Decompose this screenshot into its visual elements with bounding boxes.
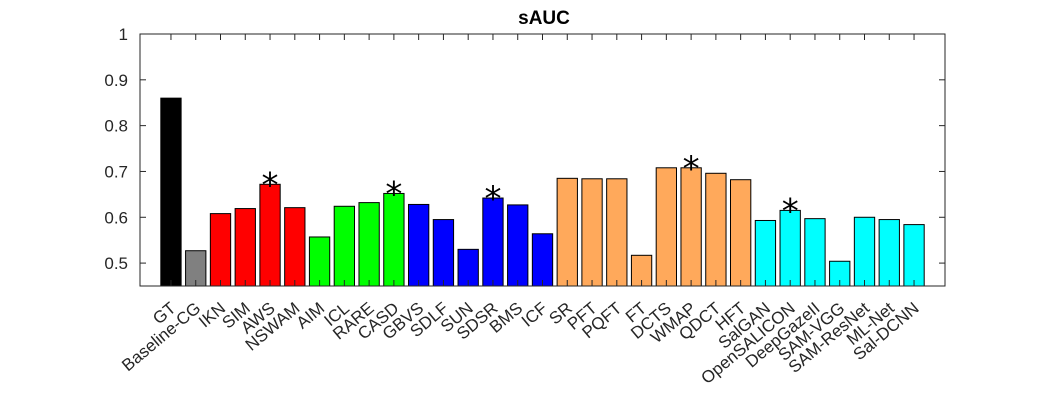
bar-hft bbox=[729, 179, 752, 287]
bar-qdct bbox=[705, 172, 727, 287]
star-annotation: * bbox=[683, 149, 700, 189]
star-annotation: * bbox=[262, 165, 279, 205]
y-tick-label: 0.8 bbox=[104, 117, 128, 136]
bar-deepgazeii bbox=[804, 218, 826, 287]
bar-sim bbox=[234, 208, 256, 287]
y-tick-label: 1 bbox=[119, 25, 128, 44]
y-axis: 0.5 0.6 0.7 0.8 0.9 1 bbox=[104, 25, 945, 273]
star-annotation: * bbox=[782, 191, 799, 231]
bar-ml-net bbox=[878, 219, 900, 287]
axes-box bbox=[139, 33, 946, 287]
star-annotation: * bbox=[385, 174, 402, 214]
y-tick-label: 0.7 bbox=[104, 162, 128, 181]
bar-bms bbox=[507, 204, 529, 287]
bar-icf bbox=[531, 233, 554, 287]
chart-title: sAUC bbox=[518, 8, 570, 29]
y-tick-label: 0.6 bbox=[104, 208, 128, 227]
bar-aim bbox=[308, 236, 331, 287]
bar-rare bbox=[358, 202, 380, 287]
bar-gbvs bbox=[407, 203, 430, 287]
bar-sr bbox=[556, 177, 578, 287]
bar-gt bbox=[160, 97, 182, 287]
bar-sal-dcnn bbox=[903, 224, 925, 287]
bar-ikn bbox=[209, 213, 232, 287]
bar-sam-resnet bbox=[853, 216, 876, 287]
bar-salgan bbox=[754, 219, 777, 287]
y-tick-label: 0.9 bbox=[104, 71, 128, 90]
bars-group bbox=[160, 97, 925, 287]
bar-dcts bbox=[655, 167, 678, 287]
bar-sdlf bbox=[432, 219, 455, 287]
bar-pqft bbox=[606, 178, 628, 287]
bar-pft bbox=[581, 178, 603, 287]
bar-icl bbox=[333, 205, 356, 287]
bar-nswam bbox=[284, 207, 306, 287]
y-tick-label: 0.5 bbox=[104, 254, 128, 273]
annotations-group: * * * * * bbox=[262, 149, 799, 232]
star-annotation: * bbox=[484, 179, 501, 219]
